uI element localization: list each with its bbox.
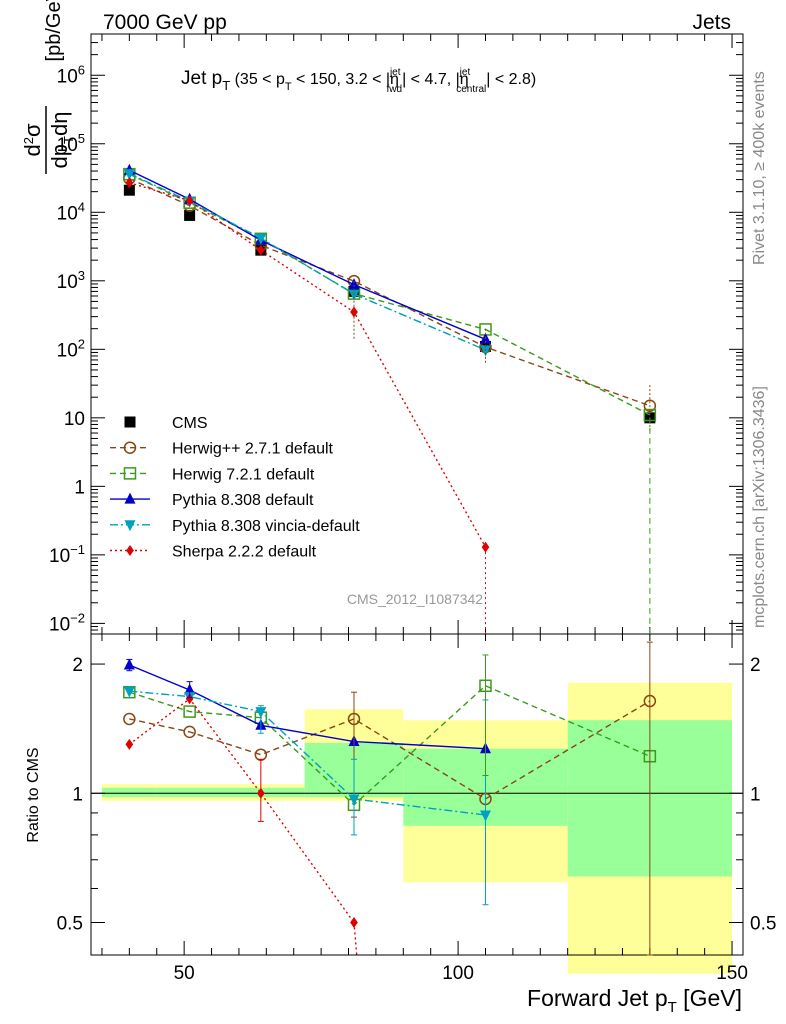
legend-marker	[126, 545, 134, 556]
data-point	[348, 278, 360, 290]
data-point	[184, 209, 196, 221]
series-line	[129, 173, 651, 416]
svg-text:d2σ: d2σ	[20, 123, 45, 156]
legend-label: Pythia 8.308 default	[172, 492, 314, 509]
uncertainty-band-green	[101, 787, 157, 798]
ratio-y-tick-label: 0.5	[57, 913, 83, 934]
mcplots-label: mcplots.cern.ch [arXiv:1306.3436]	[751, 386, 768, 628]
data-point	[348, 289, 360, 301]
main-y-tick-label: 10−1	[49, 542, 85, 567]
ratio-y-axis-label: Ratio to CMS	[25, 747, 42, 842]
ratio-point	[125, 738, 134, 750]
legend-item: Herwig++ 2.7.1 default	[110, 441, 334, 458]
legend-marker	[124, 520, 136, 532]
legend-marker	[123, 441, 137, 454]
energy-label: 7000 GeV pp	[103, 11, 227, 34]
series-herwig-7-2-1-default	[123, 167, 657, 422]
legend-label: Pythia 8.308 vincia-default	[172, 518, 360, 535]
x-tick-label: 100	[442, 963, 474, 984]
ratio-y-tick-label: 1	[72, 784, 83, 805]
data-point	[479, 345, 491, 357]
ratio-plot-frame	[90, 633, 744, 956]
ratio-point	[183, 705, 196, 718]
series-pythia-8-308-default	[123, 163, 491, 344]
main-y-tick-label: 102	[57, 336, 85, 361]
main-y-tick-label: 10−2	[49, 610, 85, 635]
svg-text:dpTdη: dpTdη	[47, 112, 76, 169]
x-tick-label: 150	[716, 963, 748, 984]
uncertainty-band-green	[156, 787, 305, 798]
error-bars	[353, 280, 651, 634]
x-tick-label: 50	[174, 963, 195, 984]
legend-label: Herwig 7.2.1 default	[172, 466, 315, 483]
data-point	[643, 399, 657, 413]
series-line	[129, 182, 487, 548]
series-sherpa-2-2-2-default	[125, 177, 490, 553]
x-axis-label: Forward Jet pT [GeV]	[527, 985, 742, 1016]
ratio-series-group	[123, 641, 657, 956]
main-plot-title: Jet pT (35 < pT < 150, 3.2 < |ηjet fwd| <…	[181, 67, 536, 95]
main-y-axis-label: d2σ dpTdη [pb/GeV]	[20, 0, 76, 174]
title-jet-pt: Jet p	[181, 68, 222, 89]
ratio-point	[123, 712, 136, 726]
legend: CMS Herwig++ 2.7.1 default Herwig 7.2.1 de…	[110, 415, 360, 561]
legend-marker	[124, 416, 136, 428]
data-point	[350, 306, 358, 318]
data-point	[185, 195, 194, 207]
ratio-point	[123, 686, 135, 698]
axes: 10−2 10−1 1 10 102 103 104 105 106 50 100 150 0.5 0.5…	[49, 33, 776, 984]
legend-item: Herwig 7.2.1 default	[110, 466, 315, 483]
ratio-line-extension	[353, 922, 358, 956]
analysis-id-label: CMS_2012_I1087342	[347, 591, 483, 607]
data-point	[125, 177, 134, 189]
main-y-tick-label: 106	[57, 62, 85, 87]
legend-label: CMS	[172, 415, 208, 432]
svg-text:[pb/GeV]: [pb/GeV]	[43, 0, 65, 61]
legend-marker	[124, 492, 136, 504]
ratio-point	[185, 693, 194, 705]
main-y-tick-label: 1	[74, 477, 85, 498]
ratio-point	[183, 725, 196, 739]
main-y-tick-label: 104	[57, 199, 85, 224]
ratio-y-tick-label: 1	[750, 784, 761, 805]
data-point	[123, 184, 135, 196]
category-label: Jets	[692, 11, 731, 34]
legend-item: CMS	[124, 415, 208, 432]
legend-label: Herwig++ 2.7.1 default	[172, 441, 334, 458]
ratio-line	[129, 684, 651, 806]
series-line	[129, 177, 651, 407]
data-point	[255, 233, 267, 245]
main-series-group	[123, 163, 657, 634]
ratio-y-tick-label: 0.5	[750, 913, 776, 934]
legend-item: Pythia 8.308 default	[110, 492, 314, 509]
main-y-tick-label: 105	[57, 131, 85, 156]
ratio-series-sherpa-2-2-2-default	[125, 693, 358, 928]
main-y-tick-label: 103	[57, 268, 85, 293]
series-line	[129, 169, 486, 340]
legend-item: Sherpa 2.2.2 default	[110, 544, 317, 561]
legend-marker	[123, 467, 137, 480]
legend-label: Sherpa 2.2.2 default	[172, 544, 317, 561]
legend-item: Pythia 8.308 vincia-default	[110, 518, 360, 535]
main-y-tick-label: 10	[64, 409, 85, 430]
ratio-point	[350, 916, 358, 928]
ratio-line	[129, 700, 651, 800]
rivet-version-label: Rivet 3.1.10, ≥ 400k events	[751, 71, 768, 265]
ratio-error-bars	[126, 641, 653, 956]
ratio-y-tick-label: 2	[72, 655, 83, 676]
ratio-y-tick-label: 2	[750, 655, 761, 676]
data-point	[256, 244, 265, 256]
data-point	[123, 169, 135, 181]
ratio-point	[254, 748, 268, 761]
